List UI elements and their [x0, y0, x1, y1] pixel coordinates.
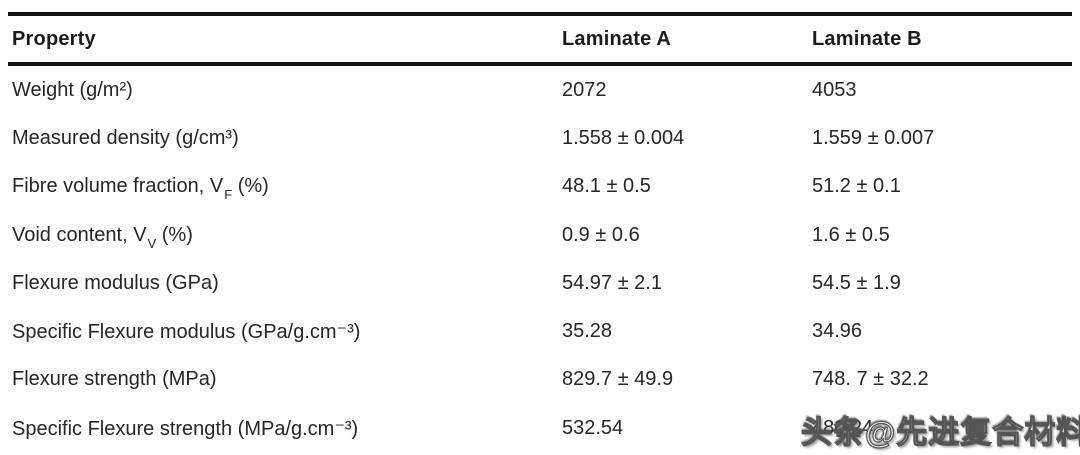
value-laminate-a: 1.558 ± 0.004	[562, 126, 685, 149]
header-property: Property	[12, 27, 96, 50]
value-laminate-b: 480.24	[812, 416, 874, 439]
value-laminate-a: 829.7 ± 49.9	[562, 368, 674, 391]
property-label: Weight (g/m²)	[12, 78, 133, 101]
value-laminate-a: 48.1 ± 0.5	[562, 175, 651, 198]
value-laminate-b: 34.96	[812, 320, 863, 343]
value-laminate-b: 1.6 ± 0.5	[812, 223, 890, 246]
value-laminate-b: 54.5 ± 1.9	[812, 271, 901, 294]
value-laminate-b: 748. 7 ± 32.2	[812, 368, 929, 391]
table-row-weight: Weight (g/m²) 2072 4053	[8, 66, 1072, 114]
property-label: Specific Flexure strength (MPa/g.cm⁻³)	[12, 417, 359, 440]
toutiao-watermark: 头条@先进复合材料	[800, 414, 1080, 450]
table-row-specific-flexure-strength: Specific Flexure strength (MPa/g.cm⁻³) 5…	[8, 404, 1072, 452]
value-laminate-a: 35.28	[562, 320, 613, 343]
table-top-rule	[8, 12, 1072, 16]
property-label: Flexure strength (MPa)	[12, 368, 217, 391]
table-row-density: Measured density (g/cm³) 1.558 ± 0.004 1…	[8, 114, 1072, 162]
header-laminate-a: Laminate A	[562, 27, 672, 50]
table-row-void-content: Void content, VV (%) 0.9 ± 0.6 1.6 ± 0.5	[8, 211, 1072, 259]
header-laminate-b: Laminate B	[812, 27, 922, 50]
value-laminate-b: 51.2 ± 0.1	[812, 175, 901, 198]
value-laminate-a: 532.54	[562, 416, 624, 439]
value-laminate-a: 2072	[562, 78, 607, 101]
properties-table: Property Laminate A Laminate B Weight (g…	[8, 12, 1072, 452]
value-laminate-b: 1.559 ± 0.007	[812, 126, 935, 149]
property-label: Flexure modulus (GPa)	[12, 271, 219, 294]
table-row-flexure-strength: Flexure strength (MPa) 829.7 ± 49.9 748.…	[8, 356, 1072, 404]
property-label: Specific Flexure modulus (GPa/g.cm⁻³)	[12, 321, 361, 344]
property-label: Void content, VV (%)	[12, 223, 193, 251]
table-header-row: Property Laminate A Laminate B	[8, 16, 1072, 62]
table-row-fibre-volume: Fibre volume fraction, VF (%) 48.1 ± 0.5…	[8, 163, 1072, 211]
property-label: Measured density (g/cm³)	[12, 126, 239, 149]
table-row-specific-flexure-modulus: Specific Flexure modulus (GPa/g.cm⁻³) 35…	[8, 307, 1072, 355]
table-header-rule	[8, 62, 1072, 66]
value-laminate-b: 4053	[812, 78, 857, 101]
value-laminate-a: 0.9 ± 0.6	[562, 223, 640, 246]
value-laminate-a: 54.97 ± 2.1	[562, 271, 662, 294]
property-label: Fibre volume fraction, VF (%)	[12, 175, 269, 203]
table-row-flexure-modulus: Flexure modulus (GPa) 54.97 ± 2.1 54.5 ±…	[8, 259, 1072, 307]
